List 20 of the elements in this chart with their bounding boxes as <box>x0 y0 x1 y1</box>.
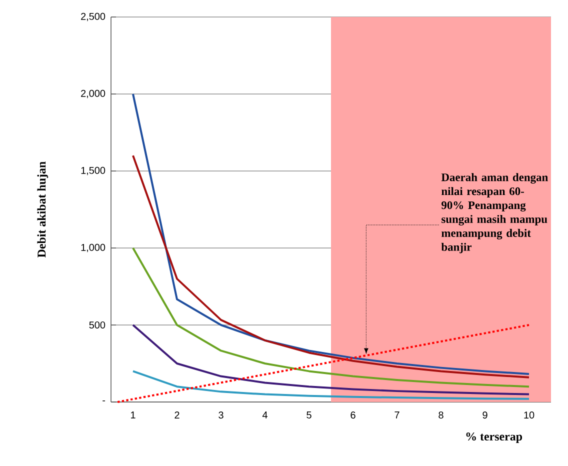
x-tick-label: 5 <box>306 412 312 418</box>
y-tick-label: 500 <box>89 321 106 329</box>
x-axis-title: % terserap <box>466 432 522 443</box>
y-tick-label: 2,500 <box>81 12 106 22</box>
x-tick-label: 4 <box>262 412 268 418</box>
x-tick-label: 2 <box>174 412 180 418</box>
x-tick-label: 3 <box>218 412 224 419</box>
y-axis-title: Debit akibat hujan <box>37 162 48 258</box>
annotation: Daerah aman dengan nilai resapan 60-90% Penampang sungai masih mampu menampung debit banjir <box>441 173 548 254</box>
y-tick-label: 2,000 <box>81 90 106 98</box>
x-tick-label: 1 <box>130 412 136 418</box>
line-series <box>132 370 530 400</box>
x-tick-label: 6 <box>350 412 356 419</box>
y-tick-label: 1,500 <box>81 166 106 176</box>
y-tick-label: 1,000 <box>81 244 106 252</box>
x-tick-label: 7 <box>394 412 400 418</box>
x-tick-label: 9 <box>482 412 488 419</box>
x-tick-label: 8 <box>438 412 444 419</box>
y-tick-label: - <box>102 400 106 402</box>
x-tick-label: 10 <box>524 412 534 419</box>
